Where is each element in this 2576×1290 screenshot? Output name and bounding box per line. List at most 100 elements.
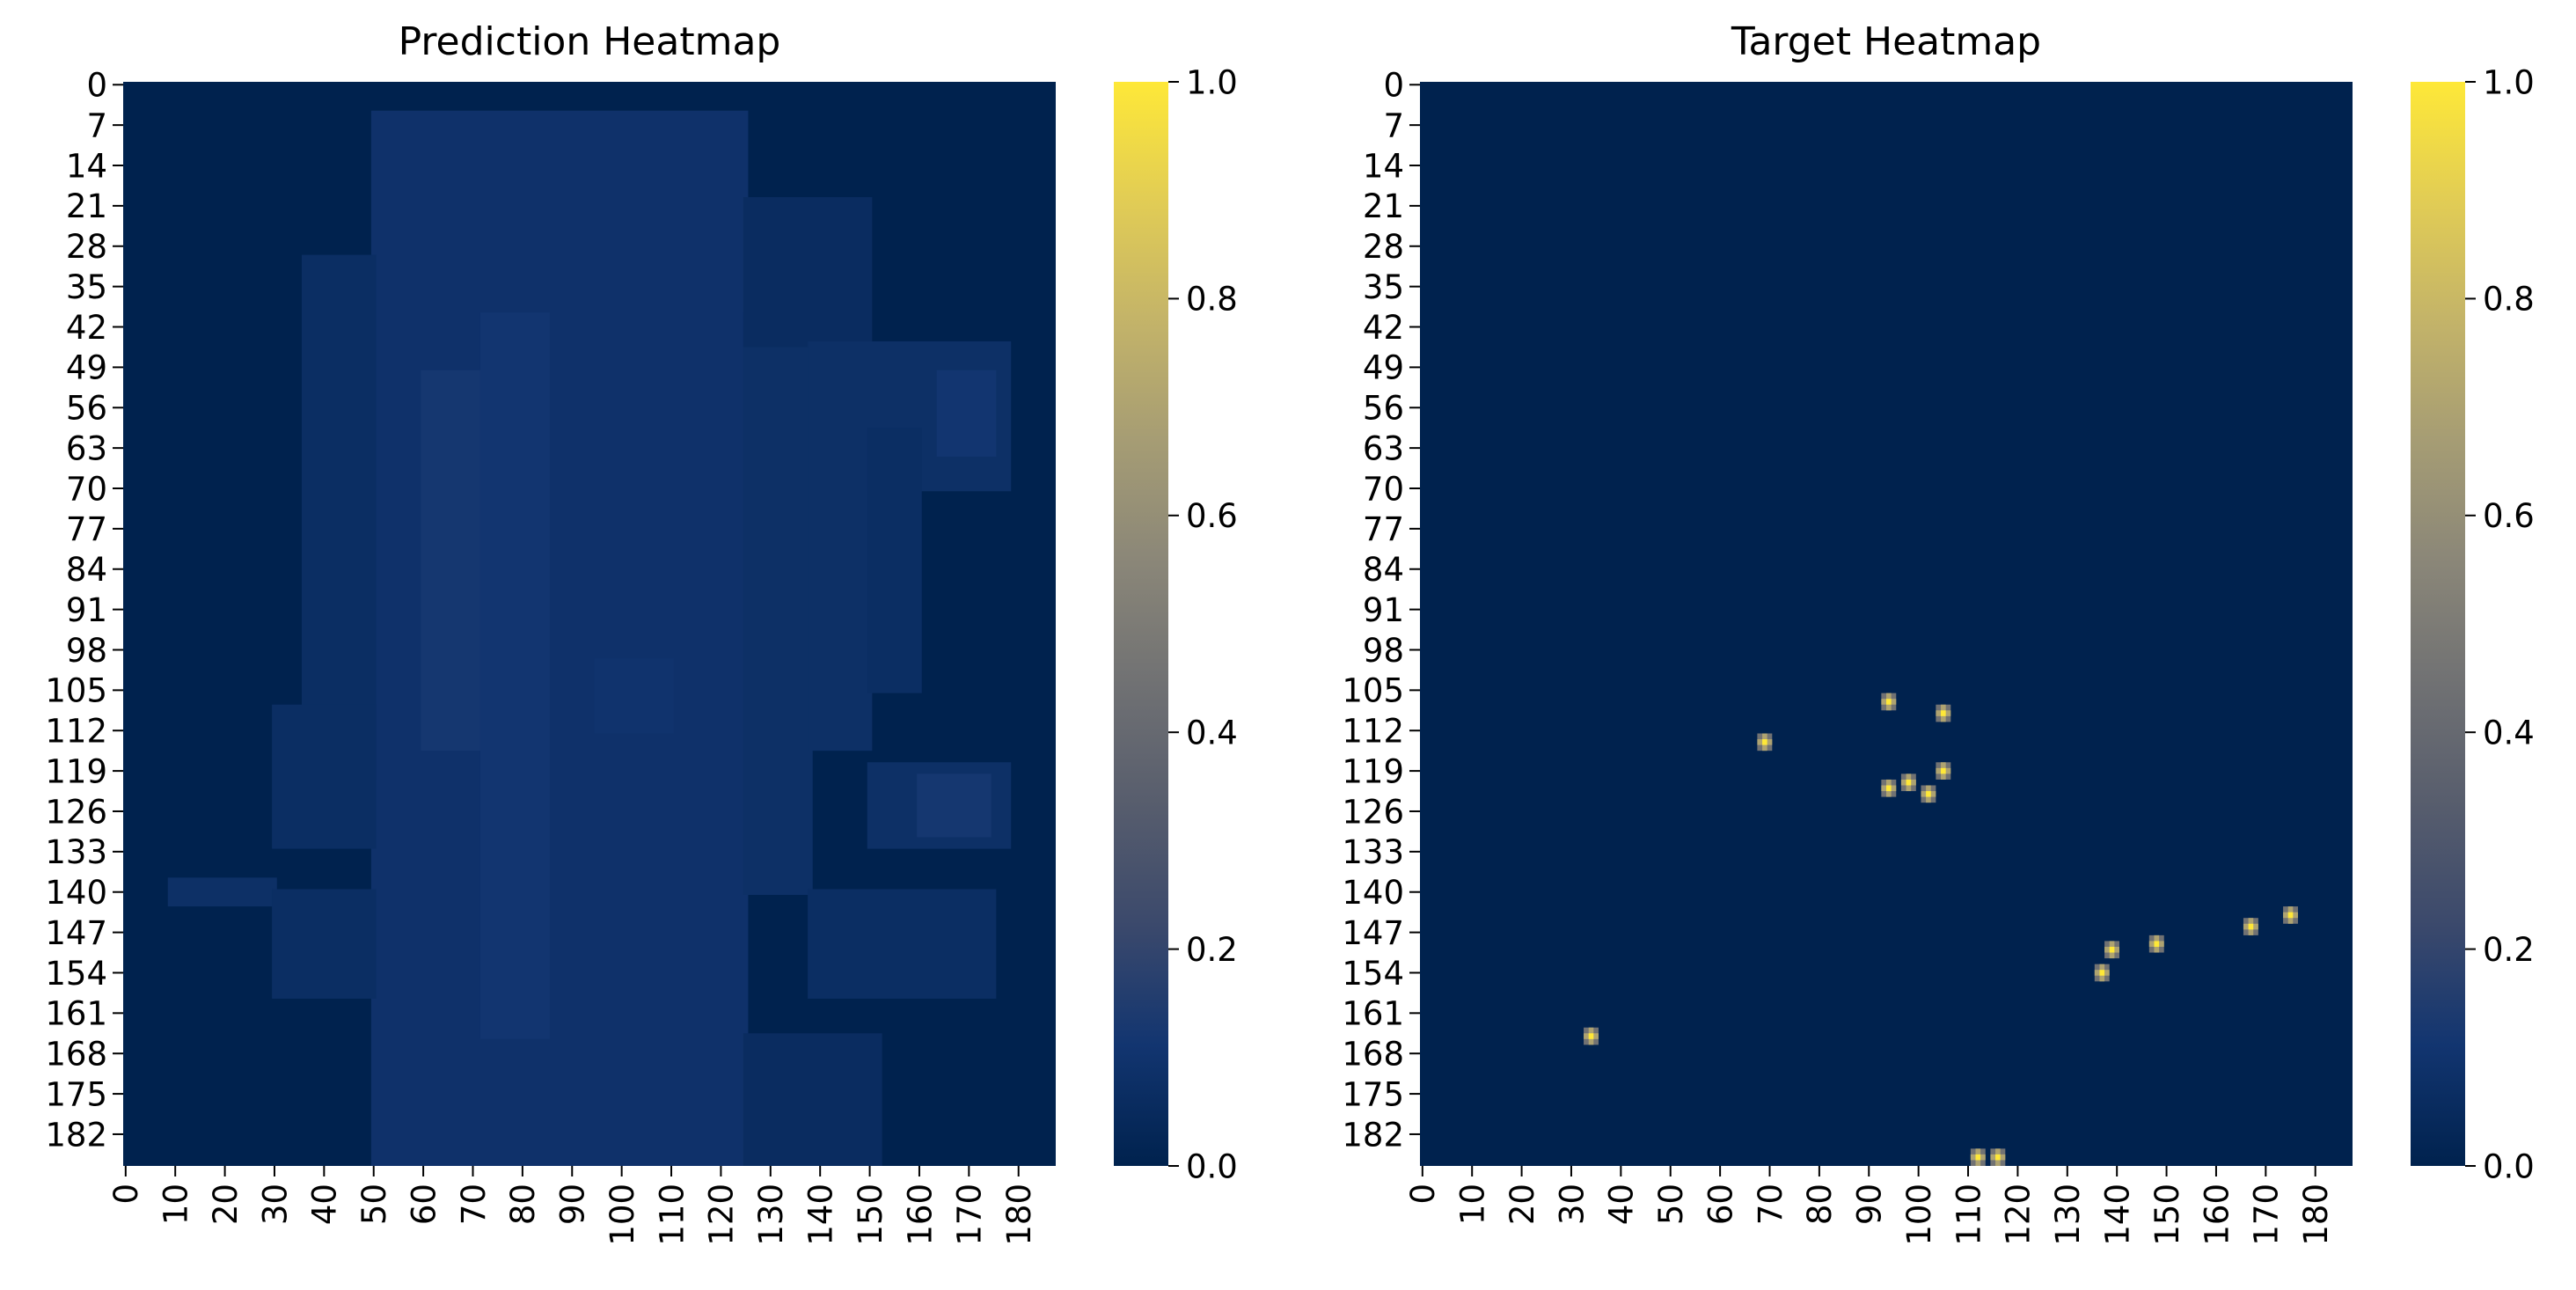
colorbar-tick-label: 0.4 [2483, 715, 2535, 752]
heatmap-point [1970, 1148, 1986, 1166]
x-tick-label: 100 [1900, 1184, 1938, 1246]
heatmap-point [2243, 918, 2258, 935]
colorbar-tick-label: 0.8 [1186, 281, 1238, 319]
heatmap-point [1881, 693, 1897, 711]
heatmap-point [1900, 773, 1916, 792]
x-tick-label: 50 [355, 1184, 393, 1225]
y-tick-label: 7 [86, 106, 107, 144]
y-tick-label: 168 [1342, 1036, 1404, 1074]
x-tick-label: 110 [653, 1184, 691, 1246]
heatmap-region [167, 877, 277, 907]
y-tick-label: 70 [66, 470, 107, 508]
y-tick-label: 7 [1383, 106, 1404, 144]
colorbar-gradient [2411, 82, 2465, 1166]
y-tick-label: 133 [1342, 833, 1404, 871]
x-tick-label: 60 [1701, 1184, 1739, 1225]
x-tick-label: 10 [1454, 1184, 1492, 1225]
y-tick-label: 182 [45, 1116, 107, 1154]
y-tick-label: 105 [45, 672, 107, 710]
heatmap-region [743, 312, 813, 895]
heatmap-point [1757, 733, 1773, 751]
y-tick-label: 154 [45, 955, 107, 993]
heatmap-point [1921, 785, 1936, 803]
heatmap-region [936, 370, 997, 457]
y-tick-label: 147 [45, 914, 107, 952]
heatmap-region [743, 197, 873, 348]
x-tick-label: 70 [455, 1184, 493, 1225]
y-tick-label: 91 [66, 591, 107, 629]
y-tick-label: 119 [1342, 752, 1404, 790]
y-tick-label: 49 [1363, 349, 1404, 387]
x-tick-label: 80 [1801, 1184, 1839, 1225]
y-tick-label: 84 [1363, 551, 1404, 589]
colorbar-tick-label: 0.8 [2483, 281, 2535, 319]
y-tick-label: 28 [1363, 228, 1404, 266]
x-tick-label: 70 [1752, 1184, 1789, 1225]
y-tick-label: 119 [45, 752, 107, 790]
y-tick-label: 126 [1342, 793, 1404, 831]
heatmap-point [1936, 762, 1951, 780]
x-tick-label: 10 [157, 1184, 195, 1225]
heatmap-point [2094, 964, 2110, 982]
y-tick-label: 56 [1363, 390, 1404, 428]
y-tick-label: 147 [1342, 914, 1404, 952]
colorbar-tick-label: 0.4 [1186, 715, 1238, 752]
heatmap-region [272, 704, 377, 849]
heatmap-point [1584, 1027, 1599, 1045]
heatmap-region [867, 428, 922, 693]
heatmap-region [301, 254, 377, 780]
y-tick-label: 63 [66, 429, 107, 467]
y-tick-label: 154 [1342, 955, 1404, 993]
y-tick-label: 14 [66, 147, 107, 185]
x-tick-label: 170 [951, 1184, 989, 1246]
x-tick-label: 30 [256, 1184, 294, 1225]
y-tick-label: 98 [1363, 632, 1404, 670]
colorbar-tick-label: 1.0 [2483, 63, 2535, 101]
x-tick-label: 30 [1553, 1184, 1591, 1225]
heatmap-point [1936, 704, 1951, 722]
y-tick-label: 21 [66, 187, 107, 225]
heatmap-region [421, 370, 486, 751]
y-tick-label: 77 [66, 510, 107, 548]
y-tick-label: 98 [66, 632, 107, 670]
y-tick-label: 175 [1342, 1075, 1404, 1113]
y-tick-label: 49 [66, 349, 107, 387]
x-tick-label: 160 [2198, 1184, 2236, 1246]
x-tick-label: 160 [901, 1184, 939, 1246]
colorbar-tick-label: 0.6 [2483, 497, 2535, 535]
x-tick-label: 90 [1851, 1184, 1889, 1225]
y-tick-label: 56 [66, 390, 107, 428]
y-tick-label: 126 [45, 793, 107, 831]
target-heatmap-title: Target Heatmap [1731, 19, 2041, 64]
y-tick-label: 42 [1363, 309, 1404, 347]
heatmap-region [479, 312, 550, 1039]
colorbar-tick-label: 0.0 [2483, 1147, 2535, 1185]
y-tick-label: 161 [1342, 995, 1404, 1033]
y-tick-label: 112 [1342, 713, 1404, 751]
y-tick-label: 84 [66, 551, 107, 589]
y-tick-label: 77 [1363, 510, 1404, 548]
y-tick-label: 35 [1363, 268, 1404, 306]
x-tick-label: 40 [1603, 1184, 1641, 1225]
x-tick-label: 140 [2099, 1184, 2137, 1246]
x-tick-label: 120 [2000, 1184, 2038, 1246]
target-heatmap-panel: Target Heatmap07142128354249566370778491… [1342, 19, 2534, 1246]
prediction-heatmap-title: Prediction Heatmap [399, 19, 781, 64]
y-tick-label: 112 [45, 713, 107, 751]
y-tick-label: 42 [66, 309, 107, 347]
y-tick-label: 161 [45, 995, 107, 1033]
heatmap-point [1881, 779, 1897, 797]
heatmap-region [808, 889, 997, 999]
x-tick-label: 50 [1652, 1184, 1690, 1225]
heatmap-region [272, 889, 377, 999]
x-tick-label: 60 [405, 1184, 443, 1225]
colorbar-tick-label: 0.2 [2483, 931, 2535, 969]
colorbar-tick-label: 0.6 [1186, 497, 1238, 535]
colorbar-tick-label: 0.0 [1186, 1147, 1238, 1185]
y-tick-label: 105 [1342, 672, 1404, 710]
x-tick-label: 130 [752, 1184, 790, 1246]
y-tick-label: 133 [45, 833, 107, 871]
heatmap-region [917, 773, 992, 838]
x-tick-label: 80 [504, 1184, 542, 1225]
